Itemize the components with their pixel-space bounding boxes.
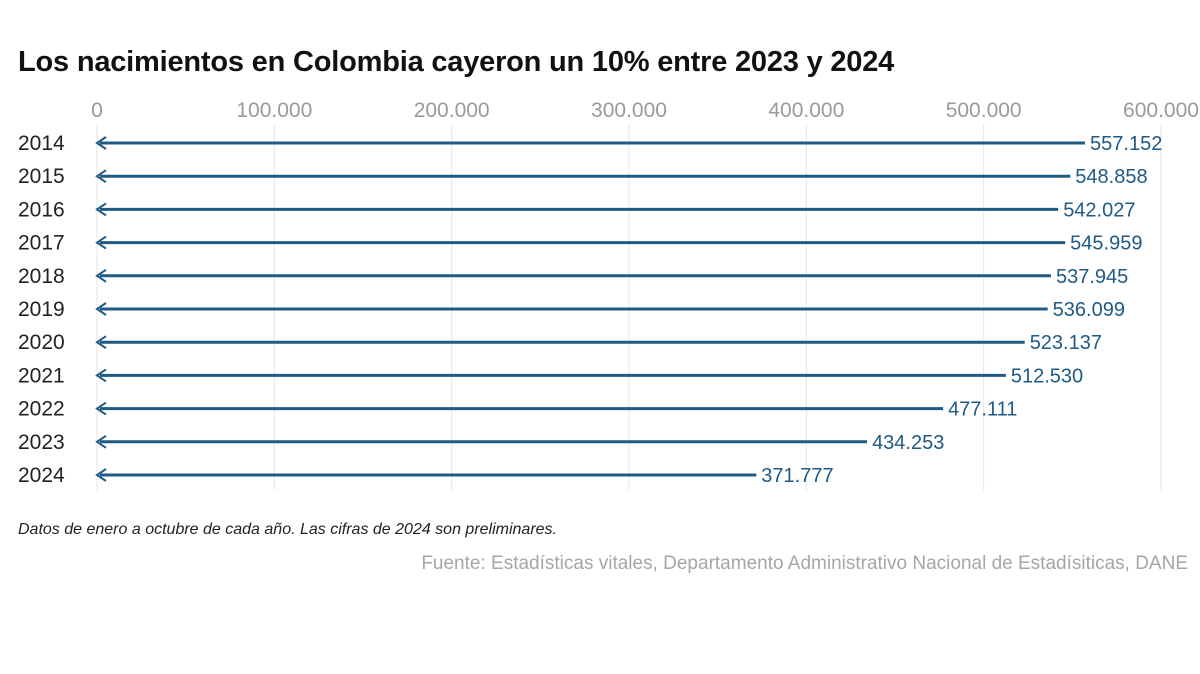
data-label: 523.137 (1030, 332, 1102, 354)
category-label: 2023 (18, 431, 65, 454)
category-label: 2022 (18, 398, 65, 421)
category-label: 2018 (18, 265, 65, 288)
x-tick-label: 600.000 (1123, 99, 1199, 122)
category-label: 2020 (18, 331, 65, 354)
chart-title: Los nacimientos en Colombia cayeron un 1… (18, 46, 895, 78)
arrowhead (95, 302, 107, 316)
data-label: 477.111 (948, 399, 1017, 421)
data-label: 548.858 (1075, 166, 1147, 188)
category-label: 2015 (18, 165, 65, 188)
arrowhead (95, 368, 107, 383)
x-tick-label: 100.000 (236, 99, 312, 122)
arrowhead (95, 202, 107, 217)
data-label: 545.959 (1070, 233, 1142, 255)
x-tick-label: 500.000 (946, 99, 1022, 122)
x-tick-label: 0 (91, 99, 103, 122)
category-label: 2021 (18, 364, 65, 387)
category-label: 2024 (18, 464, 65, 487)
arrowhead (95, 169, 107, 184)
category-label: 2019 (18, 298, 65, 321)
data-label: 371.777 (761, 465, 833, 487)
data-label: 512.530 (1011, 365, 1083, 387)
category-label: 2016 (18, 198, 65, 221)
category-label: 2017 (18, 232, 65, 255)
x-tick-label: 400.000 (768, 99, 844, 122)
gridlines (96, 124, 1162, 490)
data-label: 542.027 (1063, 199, 1135, 221)
arrowhead (95, 268, 107, 283)
arrowhead (95, 335, 107, 350)
arrowhead (95, 136, 107, 150)
arrowhead (95, 468, 107, 482)
data-label: 537.945 (1056, 266, 1128, 288)
chart-note: Datos de enero a octubre de cada año. La… (18, 521, 557, 538)
bar-rows: 2014 557.152 2015 548.858 2016 542.027 2017 545… (18, 132, 1162, 487)
data-label: 434.253 (872, 432, 944, 454)
x-axis-ticks: 0 100.000 200.000 300.000 400.000 500.000 600.… (91, 99, 1199, 122)
chart-source: Fuente: Estadísticas vitales, Departamen… (421, 553, 1188, 574)
x-tick-label: 200.000 (414, 99, 490, 122)
arrowhead (95, 235, 107, 250)
data-label: 557.152 (1090, 133, 1162, 155)
arrowhead (95, 434, 107, 449)
category-label: 2014 (18, 132, 65, 155)
arrowhead (95, 401, 107, 416)
data-label: 536.099 (1053, 299, 1125, 321)
x-tick-label: 300.000 (591, 99, 667, 122)
